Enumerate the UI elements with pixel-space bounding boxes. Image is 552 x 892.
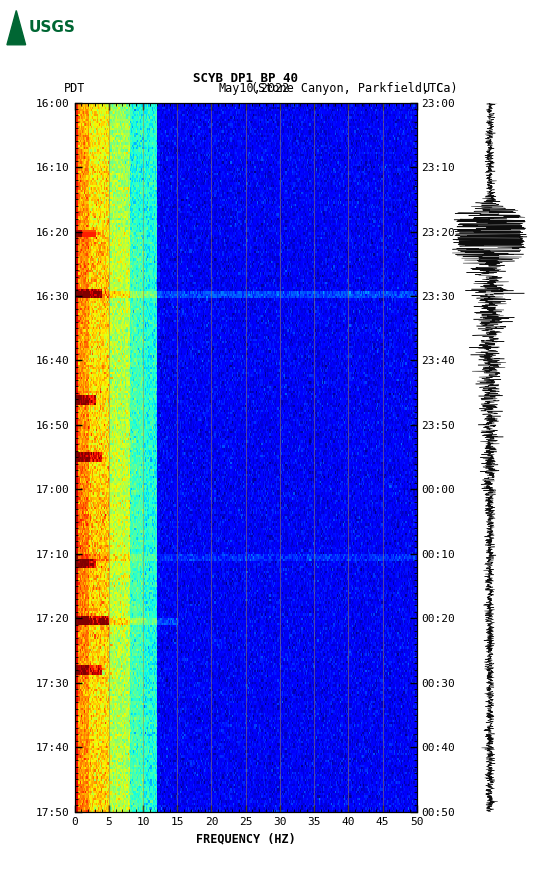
Text: May10,2022: May10,2022 — [218, 82, 289, 95]
Text: USGS: USGS — [29, 21, 76, 35]
X-axis label: FREQUENCY (HZ): FREQUENCY (HZ) — [196, 832, 295, 845]
Text: SCYB DP1 BP 40: SCYB DP1 BP 40 — [193, 71, 298, 85]
Text: PDT: PDT — [63, 82, 85, 95]
Text: UTC: UTC — [422, 82, 444, 95]
Polygon shape — [7, 11, 25, 45]
Text: (Stone Canyon, Parkfield, Ca): (Stone Canyon, Parkfield, Ca) — [251, 82, 458, 95]
